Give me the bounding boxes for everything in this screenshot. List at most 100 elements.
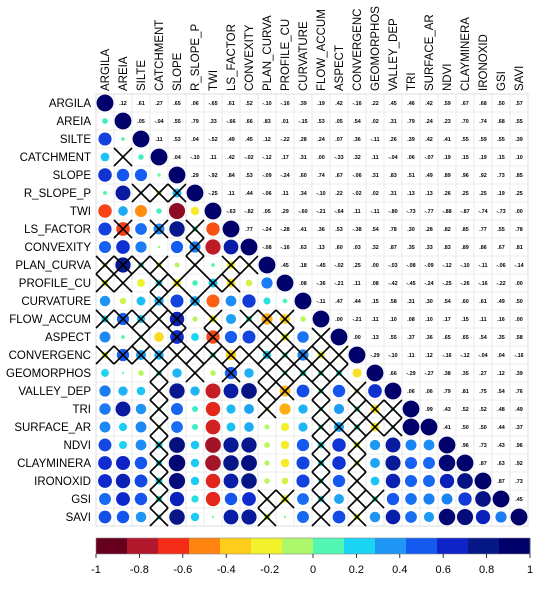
correlation-circle: [264, 442, 270, 448]
nonsignificant-cross: [185, 255, 205, 275]
correlation-circle: [118, 422, 128, 432]
colorbar-tick-label: 0.2: [349, 564, 364, 576]
correlation-value: .13: [407, 191, 415, 197]
correlation-value: -.06: [262, 191, 271, 197]
correlation-circle: [205, 239, 221, 255]
nonsignificant-cross: [347, 381, 367, 401]
correlation-value: .54: [371, 227, 379, 233]
correlation-value: .37: [407, 335, 415, 341]
correlation-circle: [298, 404, 308, 414]
correlation-circle: [280, 458, 290, 468]
correlation-value: .96: [461, 173, 469, 179]
nonsignificant-cross: [95, 309, 115, 329]
correlation-circle: [205, 437, 221, 453]
nonsignificant-cross: [149, 507, 169, 527]
correlation-circle: [135, 511, 147, 523]
correlation-circle: [423, 457, 435, 469]
correlation-value: .53: [173, 137, 181, 143]
correlation-circle: [118, 206, 128, 216]
correlation-value: -.87: [460, 209, 469, 215]
correlation-value: .45: [389, 101, 397, 107]
nonsignificant-cross: [167, 327, 187, 347]
correlation-value: .61: [479, 299, 487, 305]
correlation-value: .11: [155, 137, 162, 143]
correlation-value: .22: [371, 101, 379, 107]
colorbar-tick-label: 0.4: [392, 564, 407, 576]
correlation-circle: [352, 368, 362, 378]
correlation-circle: [168, 472, 186, 490]
correlation-circle: [191, 333, 199, 341]
correlation-value: .19: [317, 101, 325, 107]
correlation-value: .19: [443, 155, 451, 161]
colorbar-tick-label: -0.8: [130, 564, 149, 576]
colorbar-segment: [251, 538, 283, 554]
correlation-value: .00: [515, 209, 523, 215]
correlation-value: .77: [479, 227, 487, 233]
correlation-value: .25: [461, 191, 469, 197]
correlation-circle: [366, 364, 384, 382]
correlation-value: .68: [497, 119, 505, 125]
correlation-circle: [170, 294, 184, 308]
column-label: FLOW_ACCUM: [316, 9, 328, 91]
correlation-value: .31: [407, 299, 415, 305]
correlation-circle: [423, 439, 435, 451]
correlation-value: .67: [497, 245, 505, 251]
correlation-circle: [98, 132, 112, 146]
correlation-circle: [495, 511, 507, 523]
nonsignificant-cross: [149, 399, 169, 419]
correlation-circle: [115, 185, 131, 201]
correlation-value: -.45: [406, 281, 415, 287]
nonsignificant-cross: [167, 183, 187, 203]
column-label: ASPECT: [334, 45, 346, 91]
correlation-value: .59: [443, 101, 451, 107]
correlation-value: .33: [209, 119, 217, 125]
correlation-value: .79: [191, 119, 199, 125]
correlation-circle: [172, 368, 182, 378]
correlation-value: -.14: [514, 263, 523, 269]
correlation-circle: [348, 346, 366, 364]
correlation-value: .05: [137, 119, 145, 125]
correlation-circle: [474, 472, 492, 490]
nonsignificant-cross: [113, 309, 133, 329]
correlation-value: -.11: [317, 299, 326, 305]
correlation-value: .58: [515, 335, 523, 341]
correlation-value: .11: [209, 155, 216, 161]
correlation-circle: [264, 460, 270, 466]
colorbar-segment: [127, 538, 159, 554]
correlation-value: .11: [353, 281, 360, 287]
correlation-value: .78: [389, 227, 397, 233]
colorbar-tick-label: -0.6: [173, 564, 192, 576]
correlation-value: .89: [461, 245, 469, 251]
row-label: ARGILA: [49, 98, 92, 110]
colorbar-tick-label: -1: [91, 564, 101, 576]
correlation-value: .96: [515, 443, 523, 449]
correlation-value: .26: [443, 191, 451, 197]
correlation-value: .15: [371, 299, 379, 305]
correlation-value: .05: [335, 119, 343, 125]
correlation-value: .60: [299, 173, 307, 179]
correlation-circle: [138, 370, 144, 376]
row-label: SILTE: [60, 134, 91, 146]
nonsignificant-cross: [347, 507, 367, 527]
correlation-value: .06: [425, 389, 433, 395]
correlation-value: -.03: [388, 263, 397, 269]
correlation-value: .73: [479, 443, 487, 449]
correlation-value: .87: [479, 461, 487, 467]
correlation-value: -.09: [262, 173, 271, 179]
correlation-circle: [441, 493, 453, 505]
nonsignificant-cross: [311, 345, 331, 365]
correlation-value: .53: [317, 119, 325, 125]
correlation-value: .36: [425, 335, 433, 341]
correlation-circle: [297, 493, 309, 505]
correlation-circle: [222, 220, 240, 238]
column-label: CONVERGENC: [352, 9, 364, 91]
correlation-value: .06: [191, 101, 199, 107]
correlation-value: -.16: [280, 101, 289, 107]
nonsignificant-cross: [167, 345, 187, 365]
correlation-circle: [296, 474, 310, 488]
nonsignificant-cross: [383, 399, 403, 419]
correlation-value: -.27: [424, 371, 433, 377]
correlation-value: .15: [461, 155, 469, 161]
correlation-circle: [226, 422, 236, 432]
correlation-value: -.26: [460, 281, 469, 287]
